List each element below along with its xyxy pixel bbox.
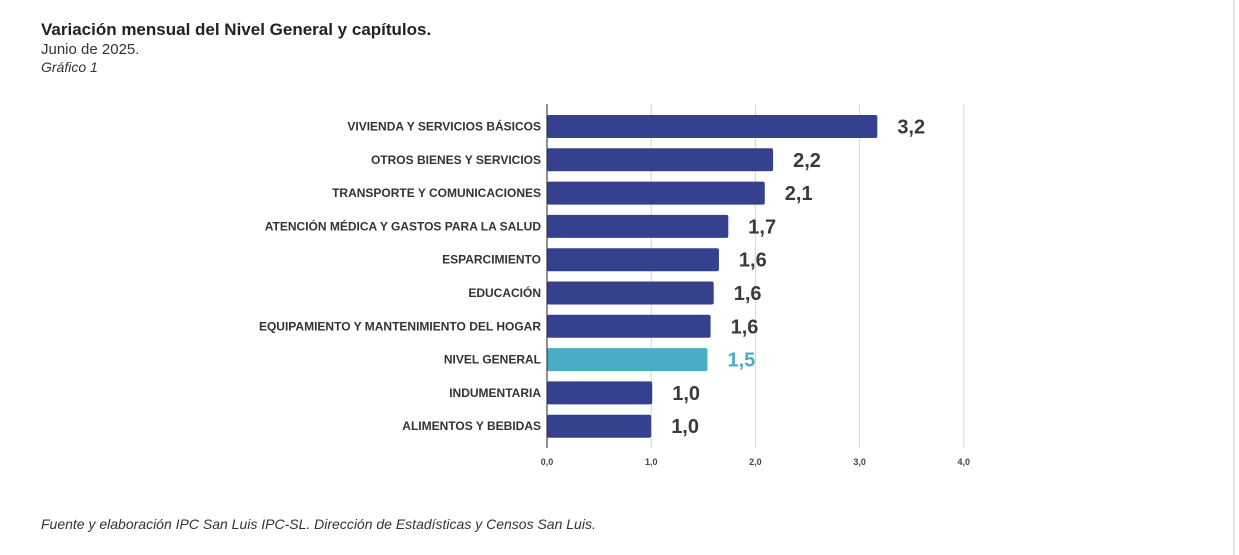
- category-label: EDUCACIÓN: [468, 285, 541, 300]
- bar: [547, 148, 774, 172]
- bar: [547, 381, 653, 405]
- x-tick-label: 3,0: [853, 457, 866, 467]
- category-label: TRANSPORTE Y COMUNICACIONES: [332, 186, 541, 200]
- figure-label: Gráfico 1: [41, 59, 98, 75]
- bar: [547, 281, 714, 305]
- category-label: ATENCIÓN MÉDICA Y GASTOS PARA LA SALUD: [265, 218, 542, 233]
- x-tick-label: 4,0: [958, 457, 971, 467]
- chart-subtitle: Junio de 2025.: [41, 41, 140, 58]
- bar: [547, 214, 729, 238]
- value-label: 1,6: [731, 316, 759, 338]
- value-label: 1,7: [748, 216, 776, 238]
- value-label: 1,5: [727, 350, 755, 372]
- value-label: 1,0: [671, 416, 699, 438]
- chart-title: Variación mensual del Nivel General y ca…: [41, 20, 432, 39]
- value-label: 1,0: [672, 383, 700, 405]
- category-label: NIVEL GENERAL: [444, 353, 541, 367]
- x-tick-label: 1,0: [645, 457, 658, 467]
- bar: [547, 115, 878, 138]
- bar: [547, 414, 652, 438]
- category-label: OTROS BIENES Y SERVICIOS: [371, 153, 541, 167]
- value-label: 1,6: [739, 250, 767, 272]
- bar-highlight: [547, 348, 708, 372]
- right-border-line: [1233, 0, 1235, 555]
- category-label: ESPARCIMIENTO: [442, 253, 541, 267]
- bar: [547, 248, 719, 272]
- bar: [547, 181, 765, 205]
- value-label: 2,2: [793, 150, 821, 172]
- value-label: 3,2: [897, 117, 925, 139]
- value-label: 2,1: [785, 183, 813, 205]
- category-label: INDUMENTARIA: [449, 386, 541, 400]
- category-label: ALIMENTOS Y BEBIDAS: [402, 419, 541, 433]
- bar: [547, 314, 711, 338]
- value-label: 1,6: [734, 283, 762, 305]
- category-label: VIVIENDA Y SERVICIOS BÁSICOS: [347, 119, 541, 134]
- category-label: EQUIPAMIENTO Y MANTENIMIENTO DEL HOGAR: [259, 319, 541, 333]
- x-tick-label: 2,0: [749, 457, 762, 467]
- x-tick-label: 0,0: [541, 457, 554, 467]
- source-note: Fuente y elaboración IPC San Luis IPC-SL…: [41, 516, 596, 532]
